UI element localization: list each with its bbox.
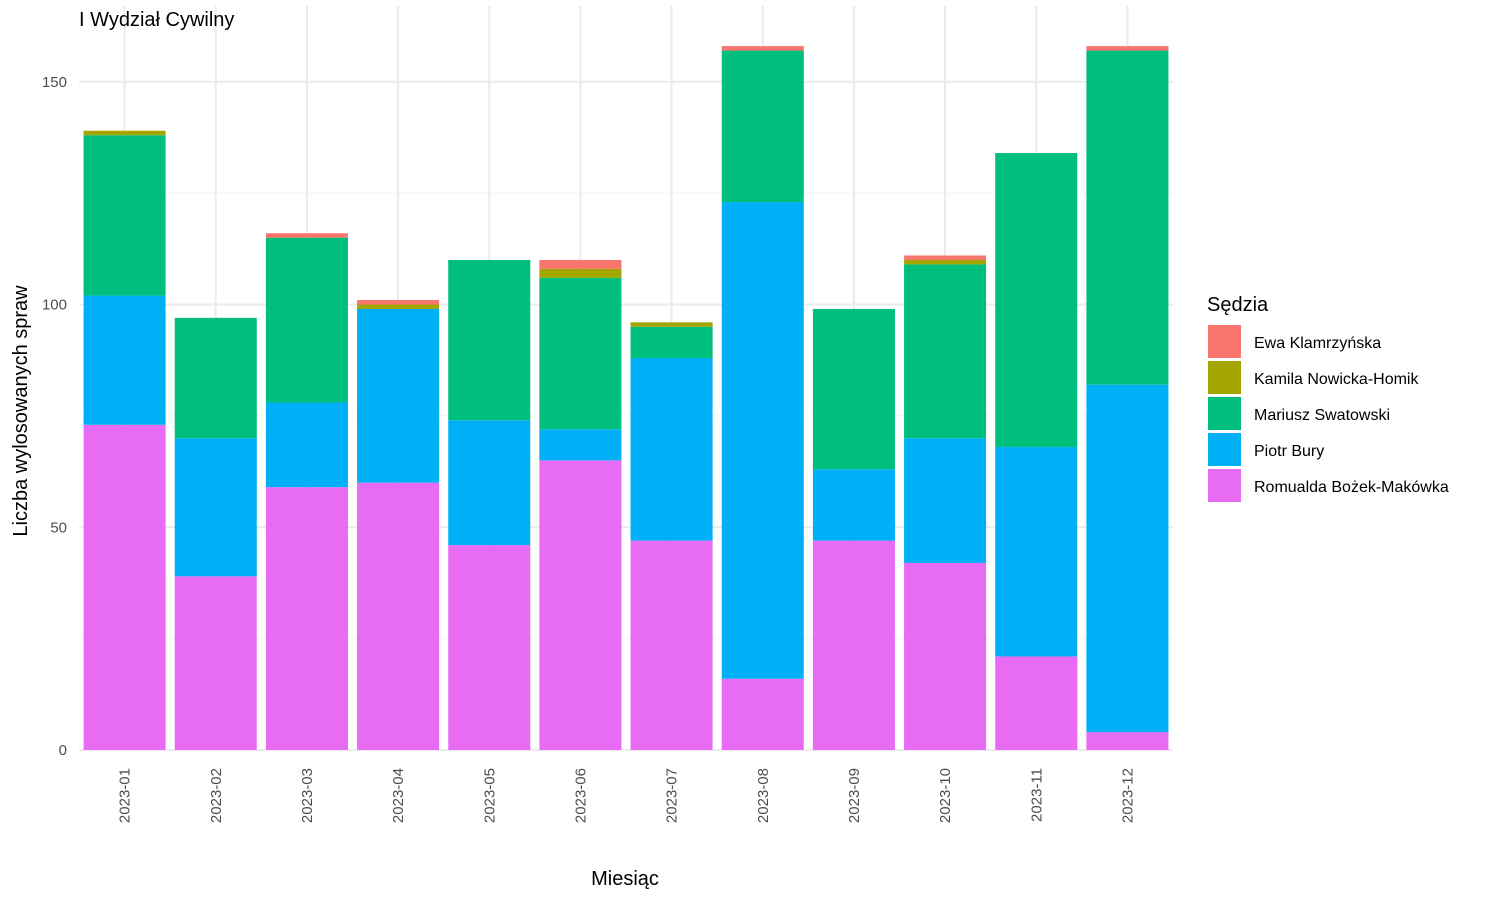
y-axis-title: Liczba wylosowanych spraw <box>10 285 32 537</box>
x-tick-label: 2023-05 <box>481 768 498 823</box>
bar-segment <box>448 259 531 421</box>
bar-segment <box>265 237 348 403</box>
bar-segment <box>174 317 257 439</box>
x-tick-label: 2023-02 <box>208 768 225 823</box>
bar-segment <box>357 300 440 305</box>
bar-segment <box>1086 50 1169 385</box>
bar-segment <box>904 562 987 750</box>
bar-segment <box>539 429 622 461</box>
x-tick-label: 2023-04 <box>390 768 407 823</box>
x-tick-label: 2023-10 <box>937 768 954 823</box>
bar-segment <box>995 447 1078 657</box>
bar-segment <box>174 438 257 577</box>
x-tick-label: 2023-09 <box>846 768 863 823</box>
x-tick-label: 2023-12 <box>1119 768 1136 823</box>
y-tick-label: 150 <box>42 74 67 91</box>
bar-segment <box>265 487 348 750</box>
bar-segment <box>721 46 804 51</box>
bar-segment <box>83 130 166 136</box>
bar-segment <box>630 540 713 750</box>
x-tick-label: 2023-06 <box>572 768 589 823</box>
bar-segment <box>630 326 713 358</box>
y-tick-label: 0 <box>59 742 67 759</box>
bar-segment <box>904 259 987 265</box>
bar-segment <box>630 357 713 541</box>
legend-label: Ewa Klamrzyńska <box>1254 335 1381 352</box>
bar-segment <box>904 255 987 260</box>
x-tick-label: 2023-03 <box>299 768 316 823</box>
bar-segment <box>995 656 1078 750</box>
legend: Sędzia Ewa Klamrzyńska Kamila Nowicka-Hom… <box>1207 294 1449 502</box>
x-tick-label: 2023-11 <box>1028 768 1045 822</box>
chart-title: I Wydział Cywilny <box>79 9 234 31</box>
bar-segment <box>904 438 987 563</box>
legend-swatch <box>1208 361 1241 394</box>
x-axis-ticks: 2023-01 2023-02 2023-03 2023-04 2023-05 2023-… <box>117 768 1137 823</box>
bar-segment <box>812 469 895 541</box>
y-axis-ticks: 0 50 100 150 <box>42 74 67 759</box>
bar-segment <box>812 308 895 470</box>
x-tick-label: 2023-07 <box>664 768 681 823</box>
legend-label: Romualda Bożek-Makówka <box>1254 479 1449 496</box>
bar-segment <box>357 304 440 309</box>
bar-segment <box>721 678 804 750</box>
x-tick-label: 2023-01 <box>117 768 134 823</box>
legend-swatch <box>1208 469 1241 502</box>
y-tick-label: 100 <box>42 297 67 314</box>
bar-segment <box>83 424 166 750</box>
legend-label: Piotr Bury <box>1254 443 1324 460</box>
bar-segment <box>904 264 987 439</box>
bar-segment <box>1086 46 1169 51</box>
legend-swatch <box>1208 397 1241 430</box>
legend-items: Ewa Klamrzyńska Kamila Nowicka-Homik Mariu… <box>1208 325 1449 502</box>
bar-segment <box>812 540 895 750</box>
bar-segment <box>539 259 622 269</box>
bar-segment <box>1086 384 1169 733</box>
bar-segment <box>357 308 440 483</box>
legend-title: Sędzia <box>1207 294 1269 316</box>
bar-segment <box>721 50 804 203</box>
bar-segment <box>83 135 166 296</box>
bars-layer <box>83 46 1169 750</box>
x-axis-title: Miesiąc <box>591 868 659 890</box>
bar-segment <box>539 460 622 750</box>
bar-segment <box>995 153 1078 448</box>
legend-swatch <box>1208 433 1241 466</box>
legend-label: Kamila Nowicka-Homik <box>1254 371 1419 388</box>
bar-segment <box>448 545 531 750</box>
x-tick-label: 2023-08 <box>755 768 772 823</box>
bar-segment <box>721 202 804 679</box>
y-tick-label: 50 <box>50 519 67 536</box>
legend-swatch <box>1208 325 1241 358</box>
bar-segment <box>174 576 257 750</box>
bar-segment <box>357 482 440 750</box>
bar-segment <box>448 420 531 546</box>
bar-segment <box>83 295 166 425</box>
bar-segment <box>539 277 622 430</box>
bar-segment <box>265 402 348 488</box>
bar-segment <box>265 233 348 238</box>
legend-label: Mariusz Swatowski <box>1254 407 1390 424</box>
bar-segment <box>539 268 622 278</box>
bar-segment <box>630 322 713 327</box>
bar-segment <box>1086 732 1169 750</box>
